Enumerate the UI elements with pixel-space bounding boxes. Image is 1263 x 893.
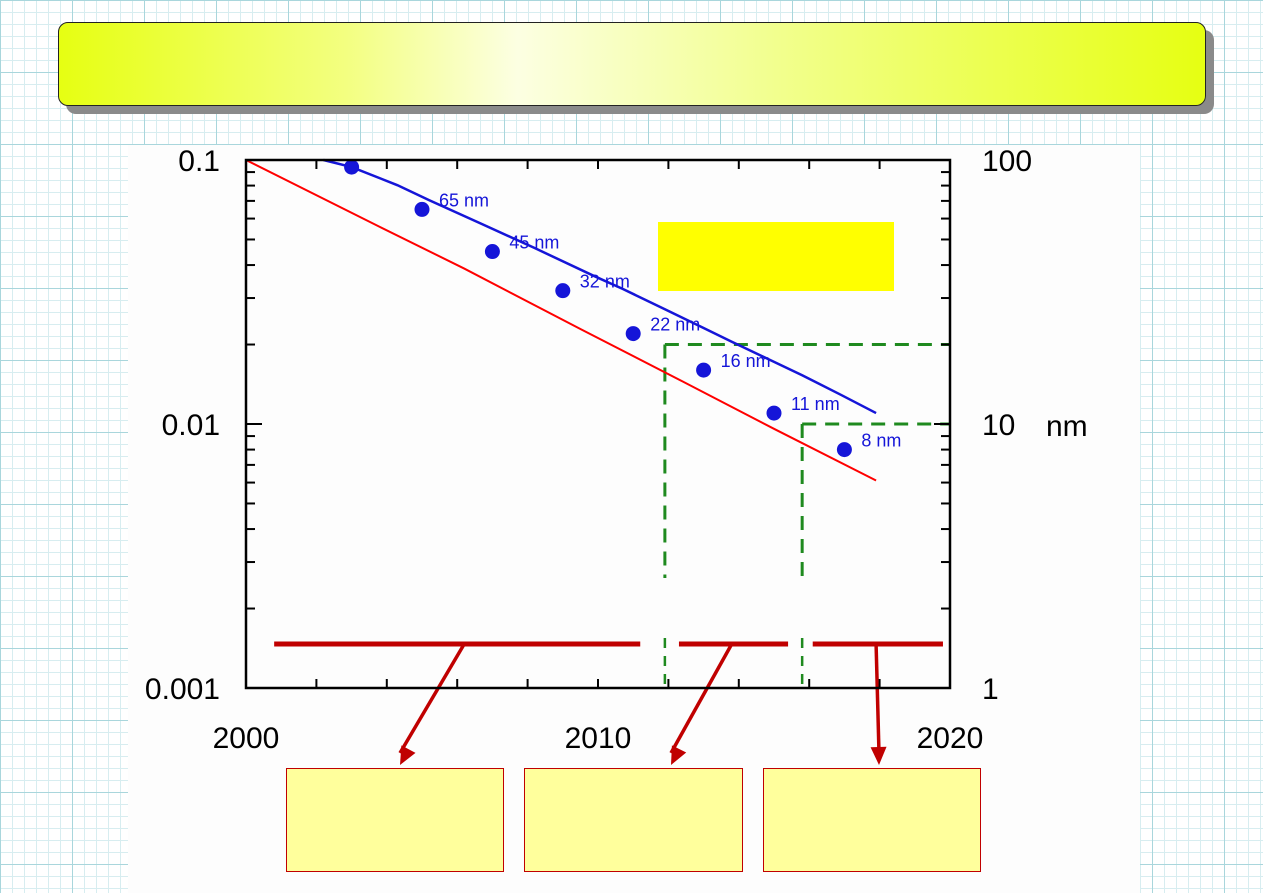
data-point-3 xyxy=(484,244,500,260)
period-box-1 xyxy=(286,768,504,872)
data-point-7 xyxy=(766,405,782,421)
series-red-line xyxy=(245,159,877,482)
node-label-4: 32 nm xyxy=(580,272,630,292)
left-tick-label-3: 0.1 xyxy=(178,145,220,178)
chart: 65 nm 45 nm 32 nm 22 nm 16 nm 11 nm 8 nm 0.001… xyxy=(145,145,1088,765)
arrow-shaft-1 xyxy=(398,643,466,754)
axis-ticks xyxy=(246,160,950,688)
arrow-head-1 xyxy=(400,745,416,765)
node-label-3: 45 nm xyxy=(509,233,559,253)
node-label-5: 22 nm xyxy=(650,315,700,335)
data-point-4 xyxy=(555,283,571,299)
data-point-6 xyxy=(696,362,712,378)
title-banner xyxy=(58,22,1206,106)
arrow-head-3 xyxy=(870,746,887,765)
arrow-shaft-2 xyxy=(669,643,734,754)
left-tick-label-1: 0.001 xyxy=(145,673,220,706)
right-tick-label-2: 10 xyxy=(982,409,1015,442)
left-tick-label-2: 0.01 xyxy=(162,409,220,442)
x-tick-label-3: 2020 xyxy=(917,722,984,755)
node-label-6: 16 nm xyxy=(721,351,771,371)
node-label-8: 8 nm xyxy=(861,431,901,451)
arrow-shaft-3 xyxy=(874,643,881,754)
node-brackets xyxy=(274,641,943,765)
period-box-2 xyxy=(524,768,743,872)
series-lines xyxy=(245,158,877,482)
data-point-5 xyxy=(625,326,641,342)
highlight-label-box xyxy=(658,222,894,291)
right-tick-label-1: 1 xyxy=(982,673,999,706)
right-tick-label-3: 100 xyxy=(982,145,1032,178)
data-points: 65 nm 45 nm 32 nm 22 nm 16 nm 11 nm 8 nm xyxy=(344,159,901,458)
arrow-head-2 xyxy=(671,745,687,765)
x-tick-label-2: 2010 xyxy=(565,722,632,755)
data-point-1 xyxy=(344,159,360,175)
data-point-8 xyxy=(836,442,852,458)
x-tick-label-1: 2000 xyxy=(213,722,280,755)
chart-panel: 65 nm 45 nm 32 nm 22 nm 16 nm 11 nm 8 nm 0.001… xyxy=(128,145,1140,893)
data-point-2 xyxy=(414,201,430,217)
guide-lines xyxy=(663,343,950,688)
period-box-3 xyxy=(763,768,981,872)
node-label-7: 11 nm xyxy=(791,394,840,414)
right-axis-unit: nm xyxy=(1046,410,1088,443)
node-label-2: 65 nm xyxy=(439,190,489,210)
axis-labels: 0.001 0.01 0.1 1 10 100 2000 2010 2020 xyxy=(145,145,1032,755)
series-half-pitch-line xyxy=(323,158,877,415)
